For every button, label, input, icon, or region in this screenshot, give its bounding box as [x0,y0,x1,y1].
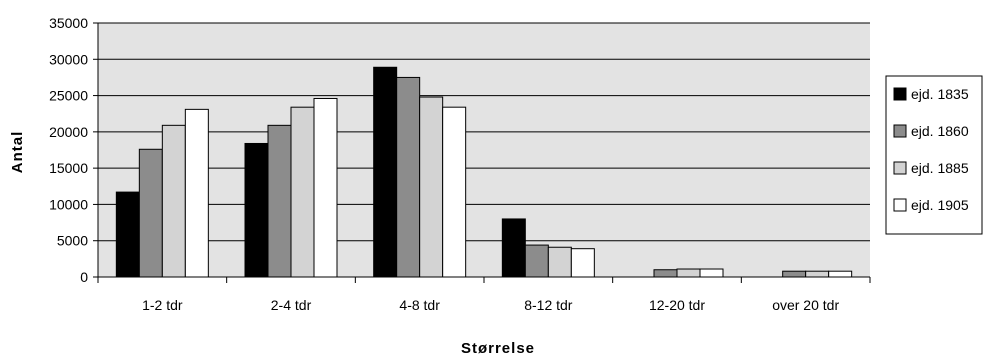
legend: ejd. 1835 ejd. 1860 ejd. 1885 ejd. 1905 [885,75,983,235]
bar [442,106,467,278]
axes [93,22,871,283]
bar [653,269,678,278]
bar [805,270,830,278]
legend-label: ejd. 1885 [911,160,969,176]
plot-area [98,23,870,277]
y-tick-labels: 0 5000 10000 15000 20000 25000 30000 35000 [49,15,88,285]
bar [501,218,526,278]
x-tick-label: 1-2 tdr [142,297,183,313]
bars [115,66,853,278]
bar [184,108,209,278]
bar [115,191,140,278]
legend-label: ejd. 1905 [911,197,969,213]
bar [699,268,724,278]
x-tick-label: 8-12 tdr [524,297,573,313]
bar [244,142,269,278]
bar [161,124,186,278]
y-tick-label: 5000 [57,233,88,249]
legend-swatch [893,161,907,175]
x-tick-label: over 20 tdr [772,297,839,313]
legend-swatch [893,87,907,101]
y-axis-title: Antal [9,131,26,174]
bar [313,97,338,278]
bar [138,148,163,278]
bar [570,248,595,278]
y-tick-label: 0 [80,269,88,285]
gridlines [98,22,870,242]
bar [782,270,807,278]
x-tick-label: 4-8 tdr [399,297,440,313]
bar [547,246,572,278]
x-axis-title: Størrelse [461,340,535,357]
y-tick-label: 30000 [49,51,88,67]
y-tick-label: 15000 [49,160,88,176]
x-tick-labels: 1-2 tdr 2-4 tdr 4-8 tdr 8-12 tdr 12-20 tdr ov… [142,297,839,313]
bar [373,66,398,278]
legend-label: ejd. 1835 [911,86,969,102]
y-tick-label: 25000 [49,88,88,104]
legend-swatch [893,198,907,212]
y-tick-label: 35000 [49,15,88,31]
x-tick-label: 2-4 tdr [271,297,312,313]
bar [290,106,315,278]
bar [267,124,292,278]
y-tick-label: 10000 [49,196,88,212]
legend-label: ejd. 1860 [911,123,969,139]
legend-swatch [893,124,907,138]
bar [396,76,421,278]
y-tick-label: 20000 [49,124,88,140]
bar [828,270,853,278]
bar [676,268,701,278]
bar [524,244,549,278]
bar [419,96,444,278]
x-tick-label: 12-20 tdr [649,297,705,313]
